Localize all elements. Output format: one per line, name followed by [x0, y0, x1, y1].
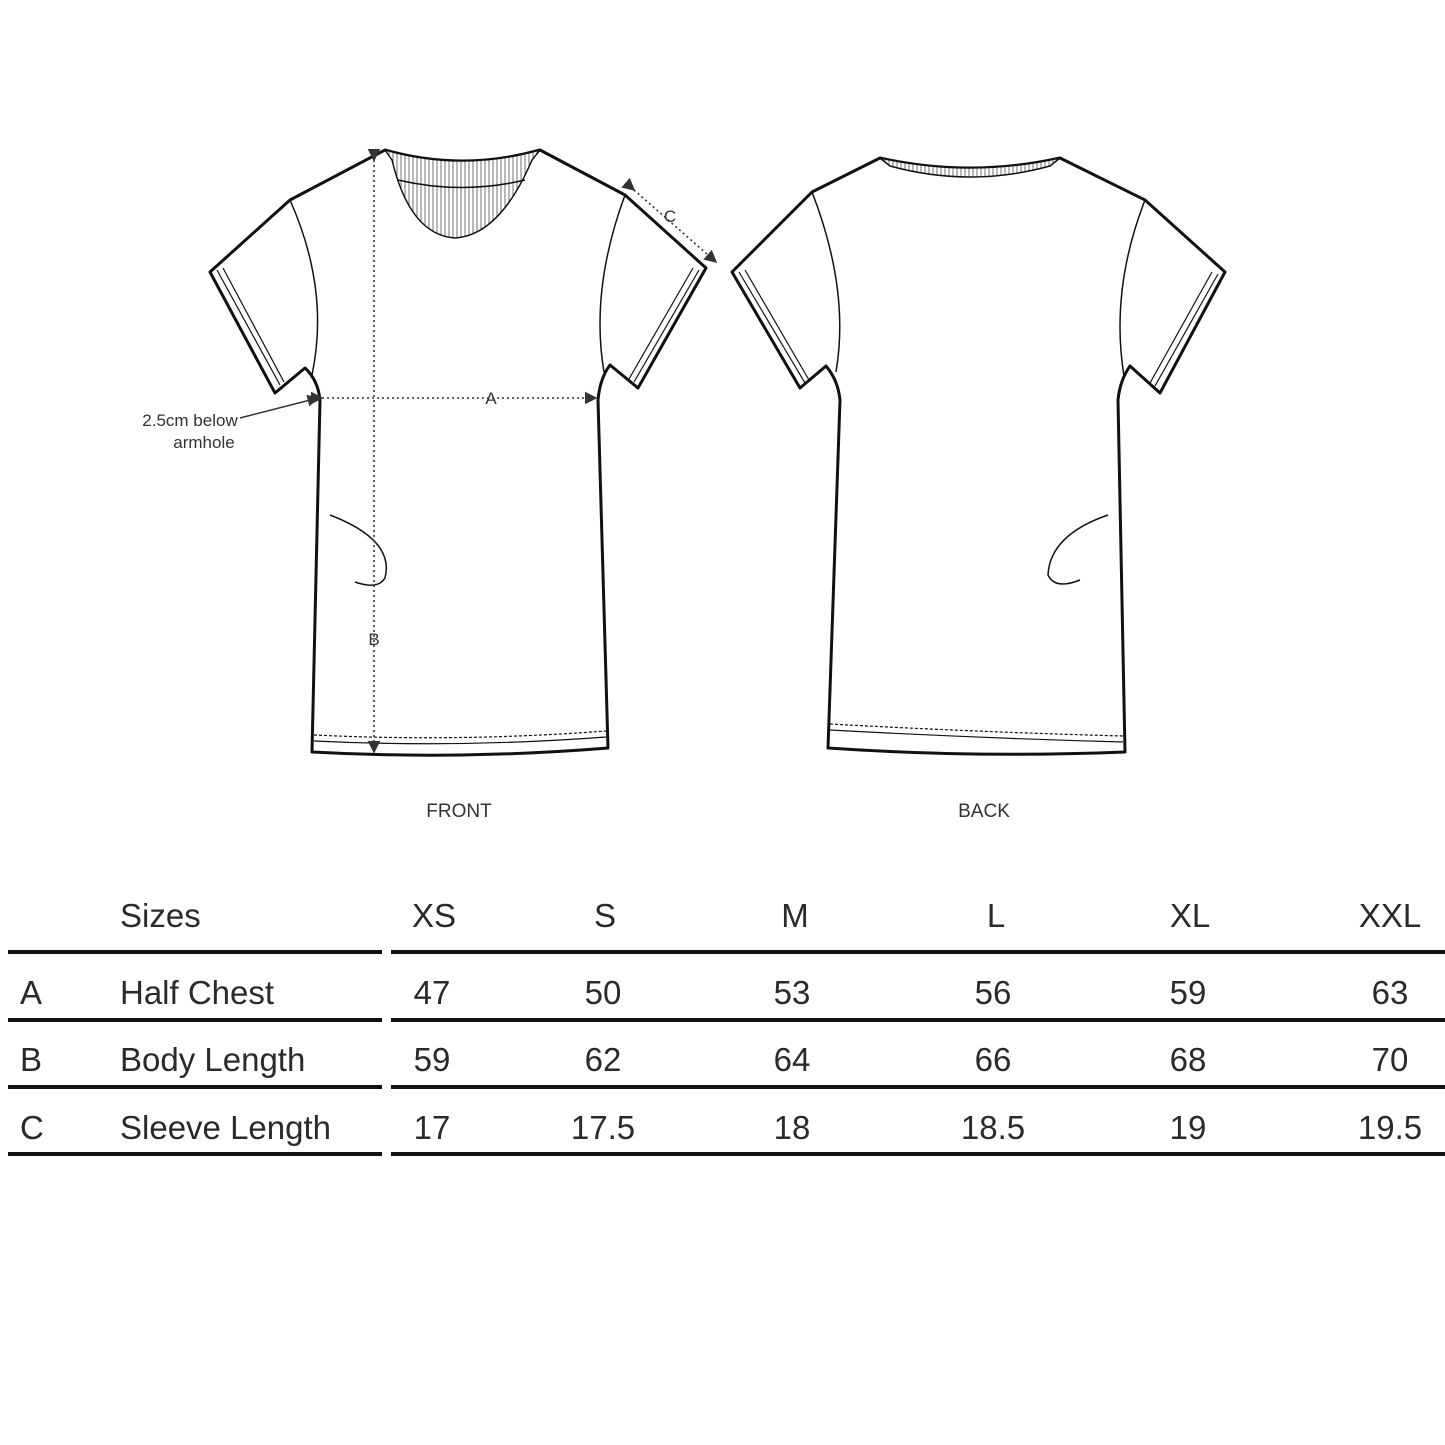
- row-value: 18.5: [960, 1109, 1026, 1146]
- front-tshirt: [208, 148, 708, 757]
- row-value: 17: [413, 1109, 451, 1146]
- size-xxl: XXL: [1358, 897, 1422, 934]
- table-rule: [391, 1152, 1445, 1156]
- size-s: S: [593, 897, 617, 934]
- front-view-label: FRONT: [426, 801, 492, 822]
- row-key: B: [20, 1041, 43, 1078]
- back-view-label: BACK: [958, 801, 1010, 822]
- measurement-lines: [310, 148, 718, 754]
- sizes-header: Sizes: [120, 897, 201, 934]
- row-value: 64: [773, 1041, 811, 1078]
- size-xs: XS: [411, 897, 457, 934]
- row-value: 59: [1169, 974, 1207, 1011]
- row-value: 70: [1371, 1041, 1409, 1078]
- table-rule: [391, 950, 1445, 954]
- row-label: Body Length: [120, 1041, 306, 1078]
- tshirt-diagram: A B C 2.5cm below armhole: [142, 148, 1227, 757]
- row-key: C: [20, 1109, 44, 1146]
- row-label: Half Chest: [120, 974, 275, 1011]
- row-label: Sleeve Length: [120, 1109, 332, 1146]
- row-value: 18: [773, 1109, 811, 1146]
- table-rule: [8, 1018, 382, 1022]
- marker-b: B: [368, 630, 379, 649]
- row-value: 19: [1169, 1109, 1207, 1146]
- row-value: 56: [974, 974, 1012, 1011]
- armhole-note-line1: 2.5cm below: [142, 411, 238, 430]
- table-rule: [391, 1085, 1445, 1089]
- row-value: 53: [773, 974, 811, 1011]
- row-value: 62: [584, 1041, 622, 1078]
- row-value: 66: [974, 1041, 1012, 1078]
- row-key: A: [20, 974, 43, 1011]
- size-m: M: [781, 897, 809, 934]
- table-rule: [391, 1018, 1445, 1022]
- table-rule: [8, 950, 382, 954]
- size-xl: XL: [1169, 897, 1211, 934]
- row-value: 47: [413, 974, 451, 1011]
- back-tshirt: [730, 156, 1227, 756]
- row-value: 59: [413, 1041, 451, 1078]
- size-l: L: [986, 897, 1006, 934]
- row-value: 19.5: [1357, 1109, 1423, 1146]
- armhole-note-line2: armhole: [173, 433, 234, 452]
- row-value: 68: [1169, 1041, 1207, 1078]
- marker-c: C: [664, 207, 676, 226]
- table-rule: [8, 1152, 382, 1156]
- row-value: 50: [584, 974, 622, 1011]
- marker-a: A: [485, 389, 497, 408]
- row-value: 63: [1371, 974, 1409, 1011]
- row-value: 17.5: [570, 1109, 636, 1146]
- table-rule: [8, 1085, 382, 1089]
